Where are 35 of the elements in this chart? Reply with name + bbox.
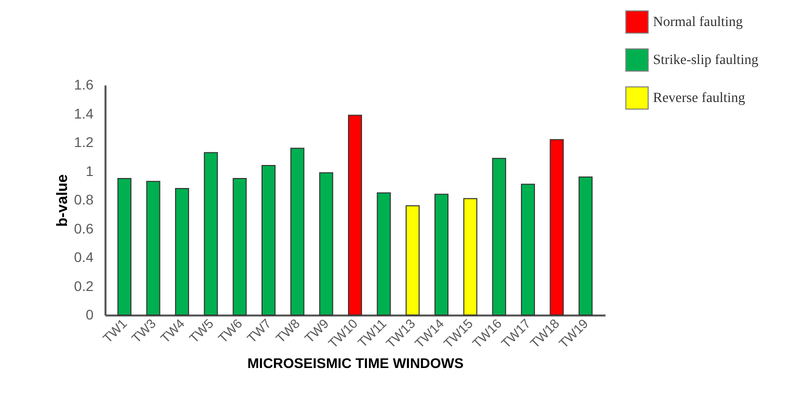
legend-label: Strike-slip faulting <box>653 53 758 68</box>
bar <box>348 114 362 316</box>
bar <box>319 172 334 316</box>
y-tick-label: 0 <box>86 306 94 322</box>
bar <box>262 165 276 316</box>
bar <box>290 148 304 316</box>
legend-label: Normal faulting <box>653 15 743 30</box>
bar <box>550 139 564 316</box>
bar <box>520 184 535 316</box>
bar <box>117 178 132 316</box>
y-tick-label: 1.6 <box>74 76 94 92</box>
bar <box>463 198 478 316</box>
y-tick-label: 0.2 <box>74 278 94 294</box>
bar <box>376 192 391 316</box>
bar <box>406 205 420 316</box>
y-tick-label: 1 <box>86 162 94 179</box>
bar <box>492 158 506 316</box>
y-axis-title: b-value <box>54 174 72 227</box>
bar <box>146 180 160 316</box>
x-axis-title: MICROSEISMIC TIME WINDOWS <box>247 354 464 371</box>
y-tick-label: 1.4 <box>74 105 94 122</box>
bar <box>232 178 247 316</box>
bar <box>204 152 218 316</box>
bar <box>434 194 448 316</box>
bar <box>175 188 190 316</box>
y-tick-label: 0.8 <box>74 192 94 208</box>
y-tick-label: 1.2 <box>74 134 94 150</box>
x-tick-label: TW3 <box>128 316 159 346</box>
y-tick-label: 0.4 <box>74 249 94 265</box>
x-tick-label: TW8 <box>272 316 303 346</box>
bar <box>578 176 593 316</box>
x-tick-label: TW6 <box>215 316 246 346</box>
legend-label: Reverse faulting <box>653 91 746 106</box>
x-tick-label: TW1 <box>100 316 130 346</box>
y-tick-label: 0.6 <box>74 220 94 236</box>
